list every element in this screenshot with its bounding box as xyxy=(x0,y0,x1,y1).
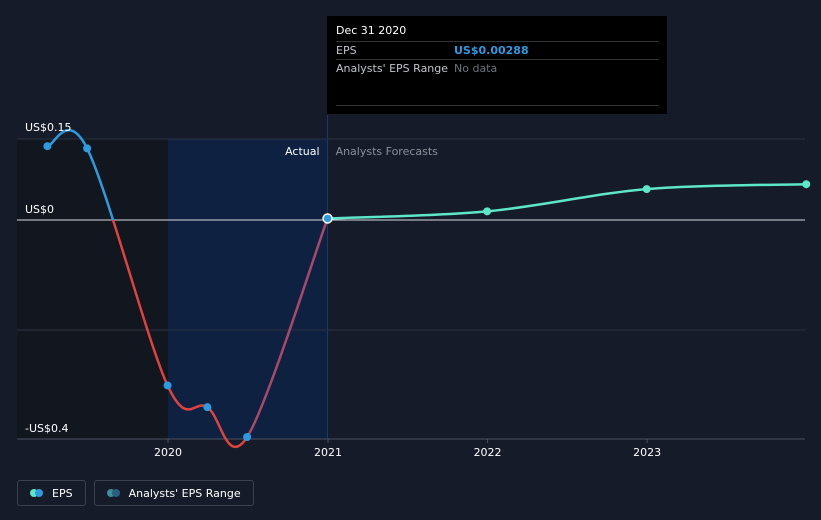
eps-forecast-point-1[interactable] xyxy=(483,207,492,216)
tooltip-date: Dec 31 2020 xyxy=(336,24,407,37)
x-tick-label-2023: 2023 xyxy=(633,446,661,459)
eps-forecast-point-2[interactable] xyxy=(642,185,651,194)
tooltip-divider xyxy=(336,105,659,106)
tooltip-eps-value: US$0.00288 xyxy=(454,44,529,57)
eps-actual-point-3[interactable] xyxy=(203,403,212,412)
eps-actual-line-recovery xyxy=(247,220,329,440)
legend-eps-icon xyxy=(30,489,46,497)
pre-period-shade xyxy=(17,139,168,439)
actual-period-shade xyxy=(168,139,328,439)
eps-actual-point-1[interactable] xyxy=(83,144,92,153)
forecast-label: Analysts Forecasts xyxy=(336,145,439,158)
eps-forecast-line xyxy=(327,182,807,220)
legend-eps-label: EPS xyxy=(52,486,73,500)
legend-eps[interactable]: EPS xyxy=(17,480,86,506)
x-tick-label-2020: 2020 xyxy=(154,446,182,459)
x-tick-label-2021: 2021 xyxy=(314,446,342,459)
eps-actual-point-4[interactable] xyxy=(243,433,252,441)
y-tick-label-1: US$0 xyxy=(25,203,54,216)
eps-actual-point-2[interactable] xyxy=(163,381,172,390)
actual-label: Actual xyxy=(285,145,319,158)
tooltip-eps-row: EPS US$0.00288 xyxy=(336,41,659,59)
eps-forecast-point-3[interactable] xyxy=(802,180,811,189)
y-tick-label-0: US$0.15 xyxy=(25,121,72,134)
tooltip-range-label: Analysts' EPS Range xyxy=(336,62,449,75)
tooltip-range-value: No data xyxy=(454,62,498,75)
x-tick-label-2022: 2022 xyxy=(474,446,502,459)
legend-range-icon xyxy=(106,489,123,497)
legend-range[interactable]: Analysts' EPS Range xyxy=(93,480,254,506)
tooltip-eps-label: EPS xyxy=(336,44,357,57)
eps-actual-point-0[interactable] xyxy=(43,142,52,151)
tooltip-range-row: Analysts' EPS Range No data xyxy=(336,59,659,77)
eps-actual-point-5[interactable] xyxy=(322,213,333,224)
y-tick-label-2: -US$0.4 xyxy=(25,422,69,435)
legend: EPS Analysts' EPS Range xyxy=(17,480,254,506)
eps-actual-line-negative xyxy=(111,220,248,448)
legend-range-label: Analysts' EPS Range xyxy=(128,486,241,500)
tooltip: Dec 31 2020 EPS US$0.00288 Analysts' EPS… xyxy=(327,16,667,114)
